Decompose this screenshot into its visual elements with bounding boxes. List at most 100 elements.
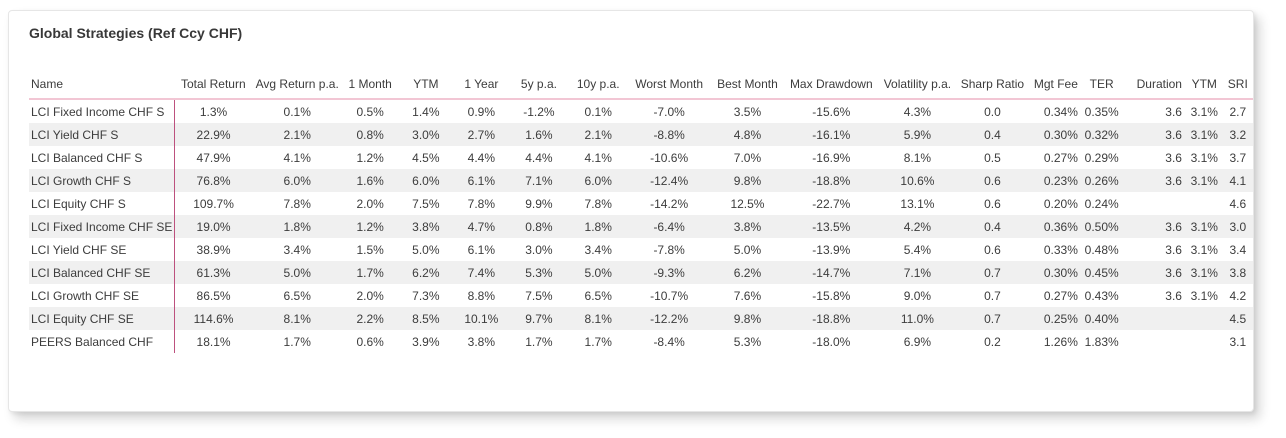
cell-value: -10.6% <box>650 150 689 165</box>
cell-value: 1.7% <box>283 334 311 349</box>
cell-value: -16.1% <box>783 123 879 146</box>
cell-strategy-name: LCI Yield CHF S <box>29 123 176 146</box>
cell-value: 3.8 <box>1222 261 1253 284</box>
cell-value <box>1185 307 1223 330</box>
cell-value <box>1121 192 1186 215</box>
column-header-worst-month[interactable]: Worst Month <box>627 55 712 100</box>
cell-value: 1.8% <box>251 215 343 238</box>
cell-value: 12.5% <box>730 196 765 211</box>
column-header-name[interactable]: Name <box>29 55 175 100</box>
cell-value: 3.1 <box>1229 334 1247 349</box>
cell-value: 7.1% <box>878 261 957 284</box>
column-header-1-year[interactable]: 1 Year <box>454 55 509 100</box>
column-header-best-month[interactable]: Best Month <box>711 55 784 100</box>
cell-value: 0.35% <box>1084 104 1119 119</box>
cell-value: 4.2% <box>878 215 957 238</box>
cell-strategy-name: LCI Growth CHF S <box>29 169 176 192</box>
column-header-ytm-2[interactable]: YTM <box>1185 55 1223 100</box>
column-header-total-return[interactable]: Total Return <box>174 55 252 100</box>
cell-value: 0.26% <box>1081 169 1122 192</box>
cell-value: 7.3% <box>412 288 440 303</box>
cell-value: 0.20% <box>1043 196 1078 211</box>
cell-value: 1.7% <box>342 261 398 284</box>
column-header-volatility-p-a[interactable]: Volatility p.a. <box>878 55 957 100</box>
column-header-mgt-fee[interactable]: Mgt Fee <box>1028 55 1082 100</box>
cell-value: 0.9% <box>467 104 496 119</box>
cell-value: 1.5% <box>356 242 384 257</box>
cell-value: 22.9% <box>174 123 252 146</box>
cell-strategy-name: LCI Fixed Income CHF S <box>29 99 176 123</box>
cell-value: 0.1% <box>283 104 311 119</box>
cell-strategy-name: PEERS Balanced CHF <box>29 330 176 353</box>
cell-value: 2.1% <box>569 123 628 146</box>
cell-value: 3.0 <box>1222 215 1253 238</box>
cell-value: 7.8% <box>467 196 496 211</box>
cell-value: 8.5% <box>397 307 455 330</box>
cell-value: 1.26% <box>1043 334 1078 349</box>
cell-value: -9.3% <box>627 261 712 284</box>
column-header-sharp-ratio[interactable]: Sharp Ratio <box>956 55 1029 100</box>
cell-value: -16.9% <box>812 150 851 165</box>
cell-value: -14.7% <box>783 261 879 284</box>
cell-value: 7.6% <box>733 288 762 303</box>
cell-value: -18.8% <box>783 307 879 330</box>
cell-value: 47.9% <box>196 150 231 165</box>
cell-value: 109.7% <box>193 196 234 211</box>
cell-value: -12.2% <box>627 307 712 330</box>
cell-value: 2.7 <box>1229 104 1247 119</box>
table-row: LCI Balanced CHF S 47.9% 4.1% 1.2% 4.5% 4.4% 4… <box>29 146 1253 169</box>
column-header-ytm[interactable]: YTM <box>397 55 455 100</box>
column-header-sri[interactable]: SRI <box>1222 55 1253 100</box>
cell-value: -8.4% <box>653 334 685 349</box>
cell-value: 0.6 <box>984 242 1001 257</box>
cell-value: 2.0% <box>356 288 384 303</box>
cell-value: 1.7% <box>525 334 553 349</box>
strategies-table: Name Total Return Avg Return p.a. 1 Month YT… <box>29 55 1253 353</box>
cell-value: 0.7 <box>984 288 1001 303</box>
cell-strategy-name: LCI Yield CHF SE <box>29 238 176 261</box>
cell-value <box>1186 192 1223 215</box>
cell-value: 3.8% <box>467 334 496 349</box>
column-header-max-drawdown[interactable]: Max Drawdown <box>783 55 879 100</box>
cell-value: 6.5% <box>584 288 612 303</box>
cell-value: 0.50% <box>1081 215 1122 238</box>
cell-value: 6.0% <box>397 169 455 192</box>
column-header-1-month[interactable]: 1 Month <box>342 55 398 100</box>
cell-value: 6.5% <box>283 288 311 303</box>
cell-value: 9.9% <box>525 196 553 211</box>
cell-value: 4.5% <box>412 150 440 165</box>
cell-value: -18.8% <box>783 169 879 192</box>
cell-value: 0.48% <box>1084 242 1119 257</box>
table-row: LCI Growth CHF SE 86.5% 6.5% 2.0% 7.3% 8.8% 7.… <box>29 284 1253 307</box>
column-header-10y-p-a[interactable]: 10y p.a. <box>569 55 628 100</box>
cell-value: 4.2 <box>1229 288 1247 303</box>
cell-value: 3.6 <box>1165 242 1182 257</box>
table-row: LCI Balanced CHF SE 61.3% 5.0% 1.7% 6.2% 7.4%… <box>29 261 1253 284</box>
cell-value: 6.1% <box>467 242 496 257</box>
cell-value: 1.2% <box>342 215 398 238</box>
column-header-duration[interactable]: Duration <box>1121 55 1186 100</box>
cell-value: 38.9% <box>196 242 231 257</box>
cell-value: 0.6 <box>984 196 1001 211</box>
cell-value: 5.9% <box>878 123 957 146</box>
cell-value: 7.8% <box>283 196 311 211</box>
cell-value: 0.4 <box>956 123 1029 146</box>
cell-value <box>1121 330 1186 353</box>
cell-value <box>1121 307 1186 330</box>
cell-value: 5.0% <box>251 261 343 284</box>
cell-value: 0.45% <box>1081 261 1122 284</box>
cell-value: 0.43% <box>1084 288 1119 303</box>
cell-value: 8.1% <box>569 307 628 330</box>
cell-value: 7.5% <box>525 288 553 303</box>
cell-value: 1.8% <box>569 215 628 238</box>
cell-strategy-name: LCI Balanced CHF SE <box>29 261 176 284</box>
cell-value: -15.6% <box>812 104 851 119</box>
cell-value: 3.6 <box>1165 104 1182 119</box>
cell-value: 6.2% <box>711 261 784 284</box>
column-header-ter[interactable]: TER <box>1081 55 1122 100</box>
column-header-5y-p-a[interactable]: 5y p.a. <box>508 55 570 100</box>
cell-value: 3.8% <box>397 215 455 238</box>
column-header-avg-return-p-a[interactable]: Avg Return p.a. <box>251 55 343 100</box>
cell-value: 3.5% <box>733 104 762 119</box>
cell-value: 3.1% <box>1185 169 1223 192</box>
